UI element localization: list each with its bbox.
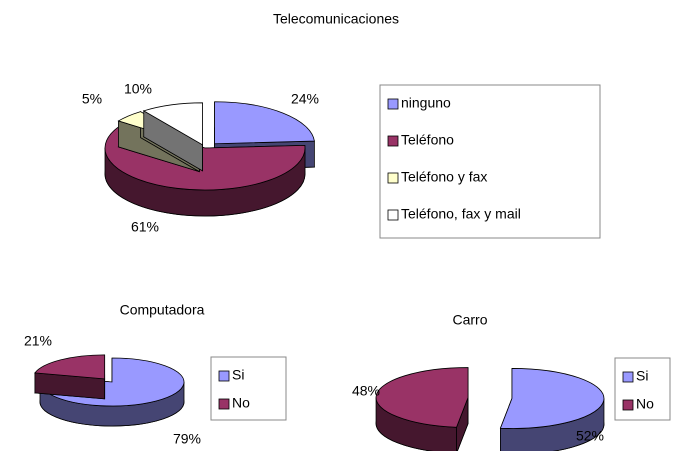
pie-slice xyxy=(375,367,469,454)
pie-top xyxy=(375,367,469,428)
data-label: 48% xyxy=(352,383,380,399)
legend-swatch xyxy=(387,209,399,221)
data-label: 5% xyxy=(82,91,102,107)
pie-slice xyxy=(499,368,605,455)
pie-slice xyxy=(34,354,106,400)
data-label: 24% xyxy=(291,91,319,107)
legend-swatch xyxy=(387,172,399,184)
chart-title: Carro xyxy=(452,312,487,328)
legend-swatch xyxy=(622,399,634,411)
pie-top xyxy=(142,102,203,146)
legend-box xyxy=(379,84,601,239)
legend-label: No xyxy=(232,395,250,411)
data-label: 21% xyxy=(24,333,52,349)
legend-swatch xyxy=(387,98,399,110)
pie-top xyxy=(34,354,106,380)
pie-top xyxy=(214,101,315,145)
legend-label: No xyxy=(636,396,654,412)
data-label: 10% xyxy=(124,81,152,97)
pie-top xyxy=(499,368,605,429)
pie-slice xyxy=(142,102,203,172)
chart-title: Telecomunicaciones xyxy=(273,11,399,27)
legend-label: Si xyxy=(636,368,648,384)
legend-label: Teléfono, fax y mail xyxy=(401,206,521,222)
legend-label: Teléfono y fax xyxy=(401,169,487,185)
legend-label: Si xyxy=(232,367,244,383)
data-label: 52% xyxy=(576,428,604,444)
data-label: 79% xyxy=(173,431,201,447)
chart-title: Computadora xyxy=(120,302,205,318)
data-label: 61% xyxy=(131,219,159,235)
legend-box xyxy=(210,356,287,421)
legend-label: Teléfono xyxy=(401,132,454,148)
legend-swatch xyxy=(218,398,230,410)
legend-label: ninguno xyxy=(401,95,451,111)
legend-swatch xyxy=(218,370,230,382)
legend-swatch xyxy=(387,135,399,147)
legend-swatch xyxy=(622,371,634,383)
